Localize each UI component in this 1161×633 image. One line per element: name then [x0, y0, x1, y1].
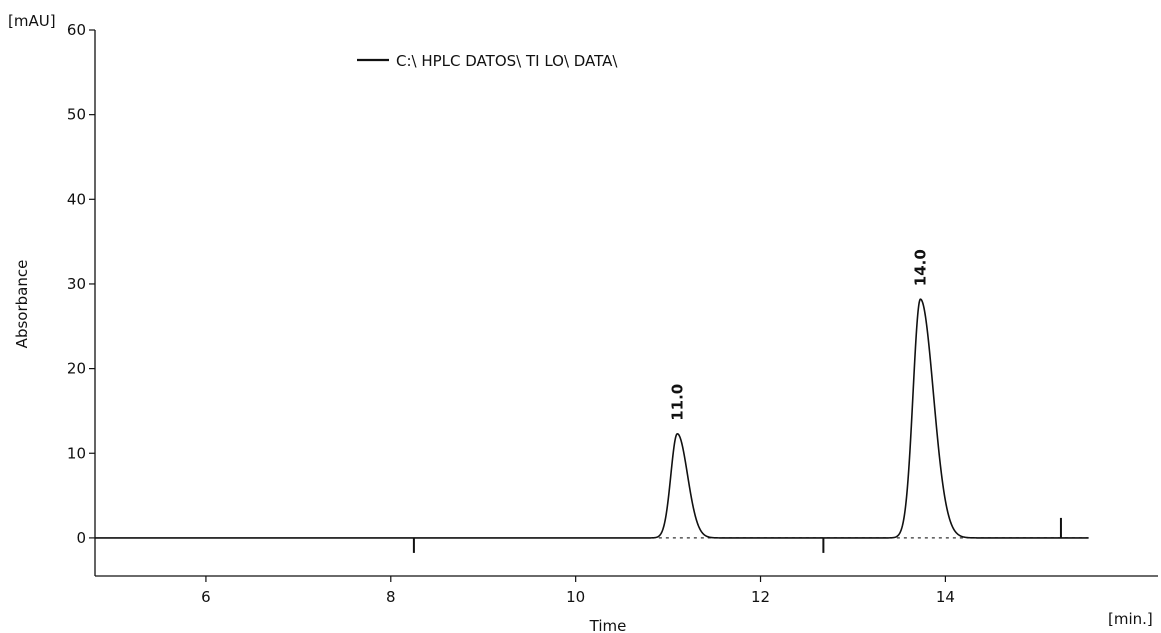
chromatogram-trace	[95, 298, 1089, 539]
integration-markers	[412, 517, 1062, 553]
legend: C:\ HPLC DATOS\ TI LO\ DATA\	[357, 52, 618, 70]
y-tick-label: 20	[67, 360, 86, 378]
y-axis-title: Absorbance	[13, 260, 31, 349]
y-tick-label: 0	[76, 529, 86, 547]
x-axis-title: Time	[589, 617, 627, 633]
axes	[94, 30, 1158, 577]
x-tick-label: 8	[386, 588, 396, 606]
y-tick-label: 40	[67, 190, 86, 208]
series-layer: 11.0 14.0	[95, 249, 1089, 539]
text-labels: [mAU] [min.] Time Absorbance	[8, 12, 1153, 633]
x-unit-label: [min.]	[1108, 610, 1153, 628]
x-tick-label: 12	[751, 588, 770, 606]
legend-entry: C:\ HPLC DATOS\ TI LO\ DATA\	[396, 52, 618, 70]
peak-label: 11.0	[668, 384, 686, 421]
y-tick-label: 50	[67, 106, 86, 124]
y-tick-label: 10	[67, 444, 86, 462]
y-unit-label: [mAU]	[8, 12, 56, 30]
x-tick-label: 6	[201, 588, 211, 606]
y-tick-label: 30	[67, 275, 86, 293]
x-tick-label: 10	[566, 588, 585, 606]
y-tick-label: 60	[67, 21, 86, 39]
axis-ticks: 0 10 20 30 40 50 60 6 8 10 12 14	[67, 21, 955, 606]
x-tick-label: 14	[936, 588, 955, 606]
peak-label: 14.0	[911, 249, 929, 286]
